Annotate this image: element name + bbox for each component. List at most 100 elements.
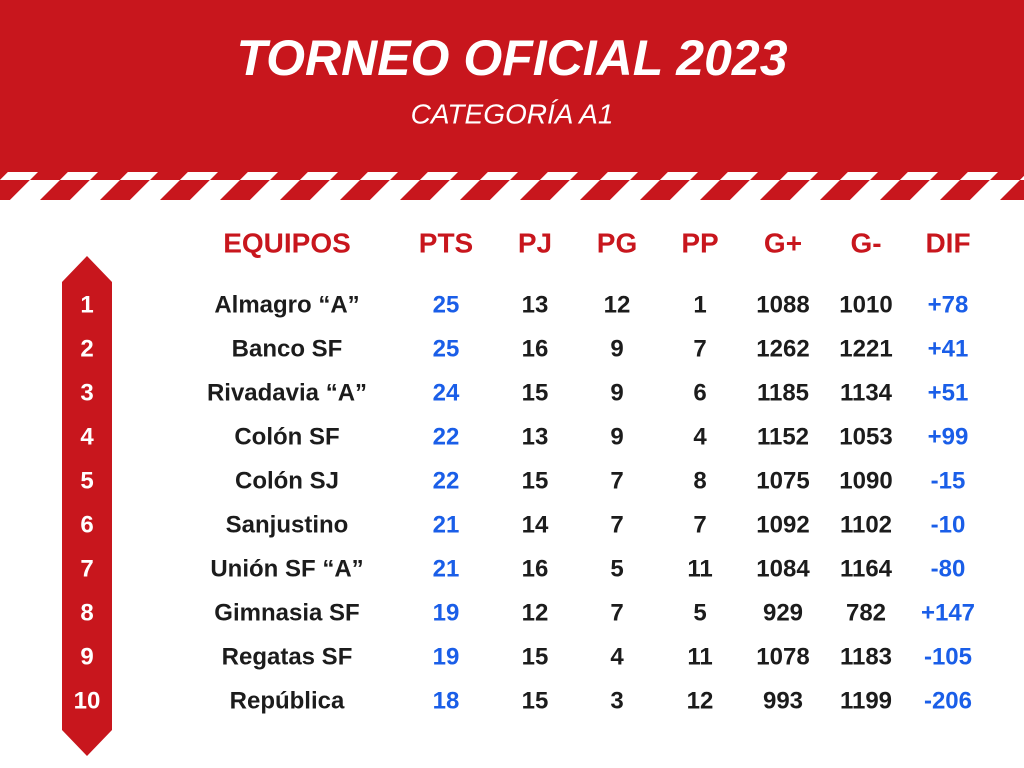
stat-cell: 9	[610, 379, 623, 406]
stat-cell: 16	[522, 555, 549, 582]
subtitle: CATEGORÍA A1	[411, 98, 614, 129]
stat-cell: 9	[610, 335, 623, 362]
column-header: EQUIPOS	[223, 227, 351, 258]
stat-cell: 1075	[756, 467, 809, 494]
stat-cell: 1134	[840, 379, 893, 406]
stat-cell: 12	[604, 291, 631, 318]
team-name: Unión SF “A”	[210, 555, 363, 582]
stat-cell: -80	[931, 555, 966, 582]
stat-cell: 9	[610, 423, 623, 450]
stat-cell: 1185	[757, 379, 809, 406]
stat-cell: 1090	[839, 467, 892, 494]
stat-cell: 19	[433, 643, 460, 670]
stat-cell: 5	[610, 555, 623, 582]
stat-cell: 1164	[840, 555, 893, 582]
rank: 3	[80, 379, 93, 406]
stat-cell: 15	[522, 379, 549, 406]
team-name: Banco SF	[232, 335, 343, 362]
stat-cell: 929	[763, 599, 803, 626]
column-header: DIF	[925, 227, 970, 258]
stat-cell: 14	[522, 511, 549, 538]
stat-cell: 1084	[756, 555, 810, 582]
rank: 5	[80, 467, 93, 494]
stat-cell: 1092	[756, 511, 809, 538]
stat-cell: -105	[924, 643, 972, 670]
stat-cell: 25	[433, 291, 460, 318]
stat-cell: 25	[433, 335, 460, 362]
stat-cell: 1	[693, 291, 706, 318]
stat-cell: -10	[931, 511, 966, 538]
stat-cell: 21	[433, 511, 460, 538]
stat-cell: +41	[928, 335, 969, 362]
team-name: Colón SF	[234, 423, 339, 450]
stat-cell: 12	[687, 687, 714, 714]
team-name: Almagro “A”	[214, 291, 359, 318]
stat-cell: 1152	[757, 423, 809, 450]
stat-cell: +99	[928, 423, 969, 450]
stat-cell: +147	[921, 599, 975, 626]
stat-cell: 11	[687, 555, 712, 582]
rank: 9	[80, 643, 93, 670]
stat-cell: +78	[928, 291, 969, 318]
stat-cell: 22	[433, 467, 460, 494]
stat-cell: 1102	[840, 511, 892, 538]
stat-cell: 7	[693, 511, 706, 538]
rank: 6	[80, 511, 93, 538]
stat-cell: 13	[522, 291, 549, 318]
stat-cell: 4	[693, 423, 707, 450]
stat-cell: 6	[693, 379, 706, 406]
stat-cell: 18	[433, 687, 460, 714]
team-name: Regatas SF	[222, 643, 353, 670]
stat-cell: 7	[610, 467, 623, 494]
header-stripes	[0, 172, 1024, 200]
stat-cell: 1078	[756, 643, 809, 670]
stat-cell: 24	[433, 379, 460, 406]
stat-cell: 16	[522, 335, 549, 362]
title: TORNEO OFICIAL 2023	[236, 30, 787, 86]
stat-cell: 1088	[756, 291, 809, 318]
stat-cell: 7	[693, 335, 706, 362]
stat-cell: 1053	[839, 423, 892, 450]
stat-cell: 7	[610, 511, 623, 538]
stat-cell: -206	[924, 687, 972, 714]
stat-cell: 15	[522, 643, 549, 670]
team-name: Sanjustino	[226, 511, 349, 538]
stat-cell: 19	[433, 599, 460, 626]
rank: 7	[80, 555, 93, 582]
stat-cell: 7	[610, 599, 623, 626]
stat-cell: 4	[610, 643, 624, 670]
column-header: PG	[597, 227, 637, 258]
stat-cell: 3	[610, 687, 623, 714]
rank: 2	[80, 335, 93, 362]
header-band	[0, 0, 1024, 172]
stat-cell: 1221	[839, 335, 892, 362]
team-name: Rivadavia “A”	[207, 379, 367, 406]
stat-cell: 11	[687, 643, 712, 670]
rank-ribbon	[62, 256, 112, 756]
stat-cell: -15	[931, 467, 966, 494]
stat-cell: 13	[522, 423, 549, 450]
stat-cell: 1262	[756, 335, 809, 362]
stat-cell: 1010	[839, 291, 892, 318]
column-header: PTS	[419, 227, 473, 258]
stat-cell: 782	[846, 599, 886, 626]
column-header: PJ	[518, 227, 552, 258]
stat-cell: 993	[763, 687, 803, 714]
stat-cell: 15	[522, 467, 549, 494]
stat-cell: 15	[522, 687, 549, 714]
rank: 8	[80, 599, 93, 626]
stat-cell: 12	[522, 599, 549, 626]
team-name: Gimnasia SF	[214, 599, 359, 626]
team-name: República	[230, 687, 345, 714]
stat-cell: 22	[433, 423, 460, 450]
rank: 1	[80, 291, 93, 318]
column-header: PP	[681, 227, 718, 258]
stat-cell: +51	[928, 379, 969, 406]
stat-cell: 21	[433, 555, 460, 582]
column-header: G-	[850, 227, 881, 258]
stat-cell: 1183	[840, 643, 892, 670]
column-header: G+	[764, 227, 802, 258]
